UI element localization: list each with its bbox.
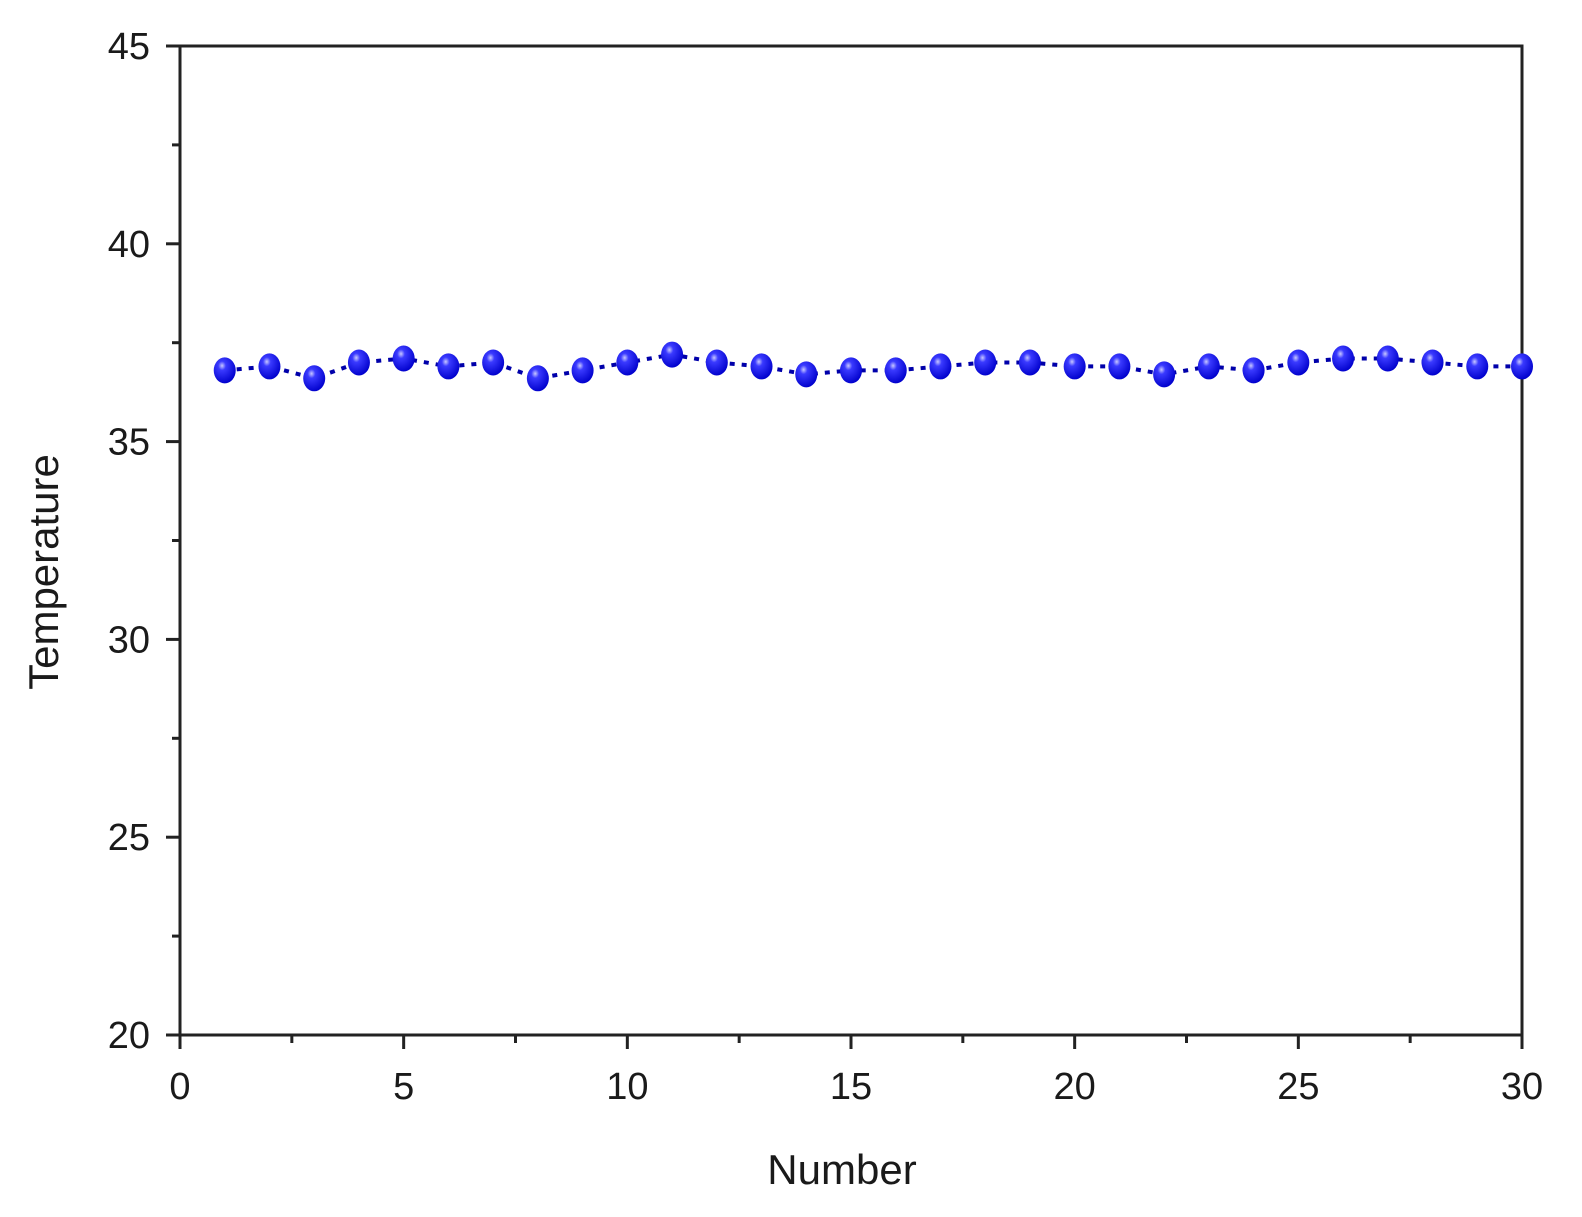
data-point <box>884 357 907 384</box>
data-point <box>1466 353 1489 380</box>
y-tick-label: 30 <box>108 619 150 661</box>
data-point <box>929 353 952 380</box>
data-point <box>1242 357 1265 384</box>
data-point <box>303 365 326 392</box>
data-point <box>974 349 997 376</box>
x-tick-label: 5 <box>393 1066 414 1108</box>
x-tick-label: 25 <box>1277 1066 1319 1108</box>
x-axis: 0 5 10 15 20 25 30 <box>169 1035 1543 1108</box>
plot-frame <box>178 44 1524 1037</box>
data-point <box>258 353 281 380</box>
data-point <box>1108 353 1131 380</box>
data-point <box>571 357 594 384</box>
data-point <box>1511 353 1533 380</box>
data-point <box>1153 361 1176 388</box>
series-temperature <box>213 341 1533 392</box>
y-tick-label: 20 <box>108 1015 150 1057</box>
data-point <box>1287 349 1310 376</box>
y-tick-label: 45 <box>108 26 150 68</box>
data-point <box>1018 349 1041 376</box>
y-tick-label: 40 <box>108 224 150 266</box>
data-point <box>616 349 639 376</box>
x-tick-label: 15 <box>830 1066 872 1108</box>
data-point <box>795 361 818 388</box>
x-axis-label: Number <box>767 1146 916 1193</box>
data-point <box>482 349 505 376</box>
series-line <box>224 352 1522 381</box>
x-tick-label: 0 <box>169 1066 190 1108</box>
y-tick-label: 35 <box>108 422 150 464</box>
data-point <box>213 357 236 384</box>
data-point <box>526 365 549 392</box>
data-point <box>1376 345 1399 372</box>
data-point <box>840 357 862 384</box>
data-point <box>1332 345 1355 372</box>
x-tick-label: 20 <box>1054 1066 1096 1108</box>
data-point <box>1063 353 1086 380</box>
data-point <box>437 353 460 380</box>
y-tick-label: 25 <box>108 817 150 859</box>
data-point <box>750 353 773 380</box>
x-tick-label: 30 <box>1501 1066 1543 1108</box>
data-point <box>347 349 370 376</box>
data-point <box>661 341 684 368</box>
x-tick-label: 10 <box>606 1066 648 1108</box>
data-point <box>392 345 415 372</box>
y-axis-label: Temperature <box>20 454 67 690</box>
data-point <box>1421 349 1444 376</box>
data-point <box>1197 353 1220 380</box>
data-point <box>705 349 728 376</box>
y-axis: 20 25 30 35 40 45 <box>108 26 180 1057</box>
